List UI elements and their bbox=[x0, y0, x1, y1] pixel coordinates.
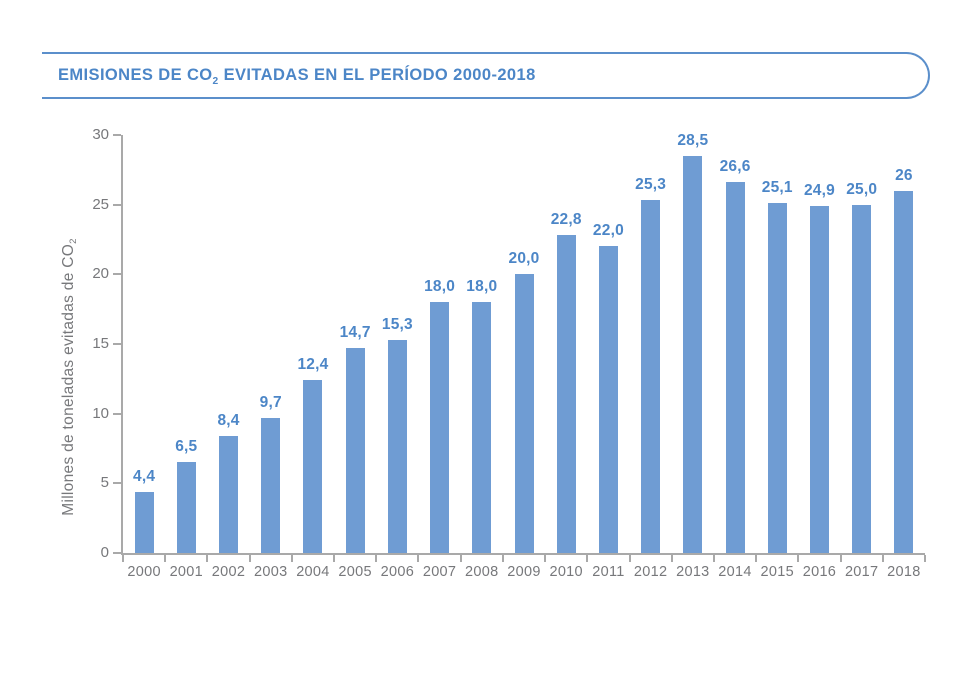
x-axis-year-label: 2010 bbox=[549, 564, 583, 580]
y-axis-tick-label: 10 bbox=[92, 404, 109, 422]
y-axis-tick bbox=[113, 552, 121, 554]
y-axis-tick-label: 0 bbox=[100, 544, 109, 561]
x-axis-year-label: 2005 bbox=[338, 564, 372, 580]
x-axis-tick bbox=[417, 555, 420, 562]
bar-2012 bbox=[641, 200, 661, 553]
bar-2016 bbox=[809, 206, 829, 553]
y-axis-tick-label: 20 bbox=[92, 265, 109, 283]
bar-value-label: 20,0 bbox=[508, 250, 540, 268]
bar-value-label: 6,5 bbox=[175, 438, 198, 456]
bar-value-label: 25,1 bbox=[761, 179, 793, 197]
bar-value-label: 22,0 bbox=[592, 222, 624, 240]
bar-2006 bbox=[387, 339, 407, 553]
y-axis-tick bbox=[113, 273, 121, 276]
bar-2001 bbox=[176, 462, 196, 553]
x-axis-tick bbox=[712, 555, 715, 562]
bar-value-label: 8,4 bbox=[217, 411, 240, 429]
bar-value-label: 4,4 bbox=[133, 467, 156, 485]
y-axis-tick bbox=[113, 482, 121, 485]
x-axis-tick bbox=[839, 555, 842, 562]
bar-2007 bbox=[430, 302, 450, 553]
x-axis-tick bbox=[797, 555, 800, 562]
bar-value-label: 18,0 bbox=[466, 278, 498, 296]
x-axis-line bbox=[121, 553, 925, 555]
x-axis-tick bbox=[755, 555, 758, 562]
bar-value-label: 25,0 bbox=[846, 180, 878, 198]
bar-value-label: 25,3 bbox=[635, 176, 667, 194]
bar-2000 bbox=[134, 491, 154, 553]
bar-2014 bbox=[725, 182, 745, 553]
bar-value-label: 26 bbox=[895, 166, 913, 184]
x-axis-year-label: 2004 bbox=[296, 564, 330, 580]
bar-2017 bbox=[852, 204, 872, 553]
y-axis-tick-label: 15 bbox=[92, 335, 109, 352]
x-axis-tick bbox=[375, 555, 378, 562]
x-axis-year-label: 2002 bbox=[211, 564, 246, 580]
y-axis-line bbox=[121, 135, 123, 555]
y-axis-tick bbox=[113, 134, 121, 136]
x-axis-year-label: 2016 bbox=[802, 564, 837, 580]
x-axis-year-label: 2011 bbox=[592, 564, 625, 580]
bar-chart-plot-area: 0 5 10 15 20 25 30 4,4 2000 6,5 2001 8,4 2002 9,7 2003… bbox=[92, 126, 926, 580]
x-axis-tick bbox=[544, 555, 547, 562]
bar-2013 bbox=[683, 155, 703, 553]
x-axis-tick bbox=[501, 555, 504, 562]
bar-2018 bbox=[894, 190, 914, 553]
x-axis-tick bbox=[459, 555, 462, 562]
y-axis-tick-label: 30 bbox=[92, 126, 109, 143]
bar-2015 bbox=[767, 203, 787, 553]
bar-2002 bbox=[219, 435, 239, 553]
bar-2008 bbox=[472, 302, 492, 553]
x-axis-year-label: 2013 bbox=[676, 564, 710, 580]
y-axis-tick bbox=[113, 203, 121, 206]
bar-2005 bbox=[345, 348, 365, 553]
x-axis-year-label: 2000 bbox=[127, 564, 161, 580]
y-axis-tick-label: 25 bbox=[92, 195, 109, 213]
x-axis-tick bbox=[333, 555, 336, 562]
x-axis-year-label: 2018 bbox=[887, 564, 921, 580]
x-axis-year-label: 2012 bbox=[633, 564, 668, 580]
y-axis-tick bbox=[113, 412, 121, 415]
y-axis-title-subscript: 2 bbox=[68, 238, 80, 244]
title-subscript: 2 bbox=[212, 75, 219, 87]
x-axis-tick bbox=[586, 555, 589, 562]
x-axis-tick bbox=[290, 555, 293, 562]
bar-2004 bbox=[303, 380, 323, 553]
bar-2003 bbox=[261, 417, 281, 553]
bar-value-label: 22,8 bbox=[550, 211, 582, 229]
x-axis-year-label: 2007 bbox=[422, 564, 457, 580]
bar-value-label: 26,6 bbox=[719, 158, 751, 176]
x-axis-year-label: 2014 bbox=[718, 564, 752, 580]
chart-title-banner: EMISIONES DE CO2 EVITADAS EN EL PERÍODO … bbox=[42, 52, 930, 99]
x-axis-tick bbox=[164, 555, 167, 562]
bar-2009 bbox=[514, 274, 534, 553]
x-axis-year-label: 2008 bbox=[465, 564, 499, 580]
bar-value-label: 9,7 bbox=[259, 393, 282, 411]
bar-value-label: 28,5 bbox=[677, 131, 709, 149]
bar-2011 bbox=[598, 246, 618, 553]
x-axis-year-label: 2015 bbox=[760, 564, 794, 580]
bar-2010 bbox=[556, 235, 576, 553]
x-axis-tick bbox=[881, 555, 884, 562]
chart-title: EMISIONES DE CO2 EVITADAS EN EL PERÍODO … bbox=[58, 66, 536, 87]
x-axis-year-label: 2009 bbox=[507, 564, 541, 580]
y-axis-tick bbox=[113, 343, 121, 345]
x-axis-tick bbox=[248, 555, 251, 562]
x-axis-tick bbox=[206, 555, 209, 562]
x-axis-tick bbox=[924, 555, 926, 562]
x-axis-tick bbox=[670, 555, 673, 562]
x-axis-year-label: 2003 bbox=[253, 564, 288, 580]
bar-value-label: 18,0 bbox=[424, 278, 456, 296]
bar-value-label: 12,4 bbox=[297, 356, 329, 374]
y-axis-tick-label: 5 bbox=[100, 474, 109, 492]
bar-value-label: 15,3 bbox=[381, 315, 413, 333]
x-axis-tick bbox=[122, 555, 124, 562]
x-axis-tick bbox=[628, 555, 631, 562]
bar-value-label: 24,9 bbox=[803, 182, 835, 200]
x-axis-year-label: 2017 bbox=[844, 564, 879, 580]
x-axis-year-label: 2001 bbox=[169, 564, 204, 580]
x-axis-year-label: 2006 bbox=[380, 564, 415, 580]
bar-value-label: 14,7 bbox=[339, 324, 371, 342]
